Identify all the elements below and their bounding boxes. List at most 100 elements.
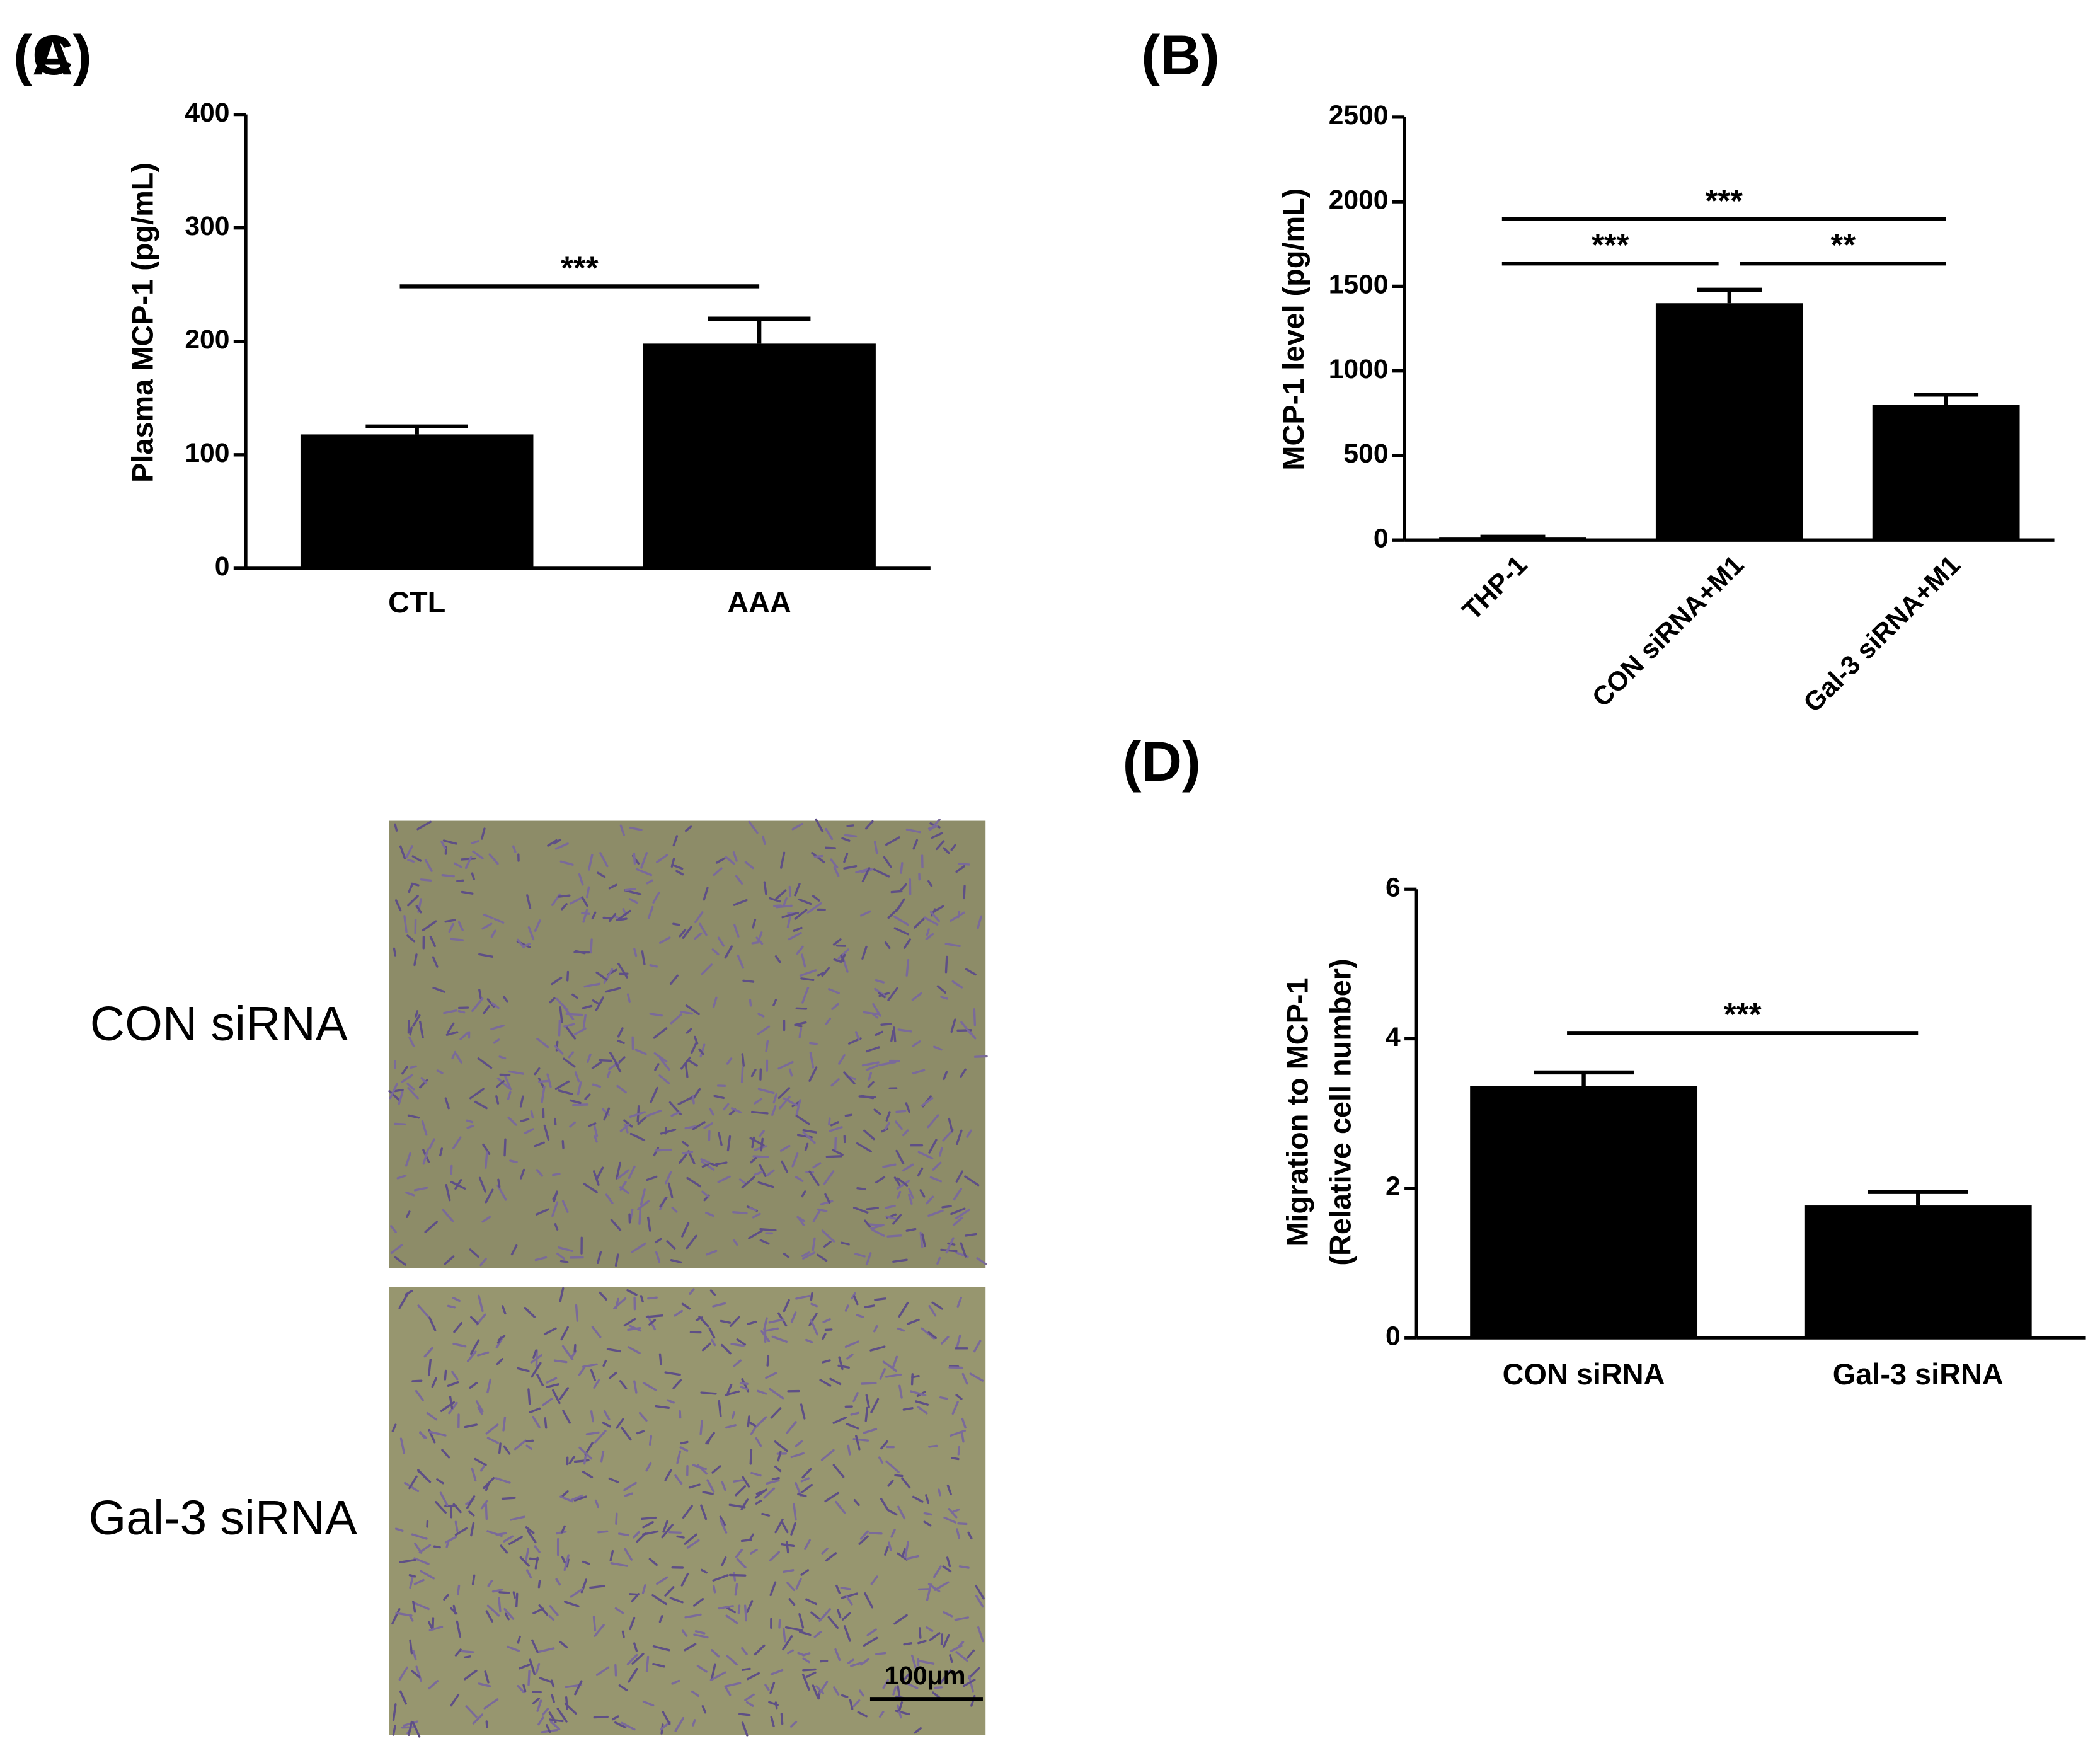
cell — [684, 1125, 696, 1130]
cell — [832, 1416, 847, 1424]
cell — [885, 1460, 900, 1473]
cell — [674, 1716, 685, 1732]
cell — [866, 1207, 879, 1210]
cell — [563, 1057, 576, 1068]
cell — [543, 1327, 557, 1336]
cell — [656, 1576, 668, 1585]
cell — [498, 1055, 507, 1060]
cell — [676, 1535, 685, 1539]
cell — [602, 1359, 607, 1367]
cell — [482, 1143, 491, 1155]
cell — [556, 997, 569, 1011]
cell — [534, 1545, 541, 1553]
cell — [952, 1508, 960, 1513]
cell — [674, 1309, 684, 1317]
cell — [917, 1167, 924, 1177]
cell — [852, 1699, 861, 1708]
cell — [897, 1552, 908, 1561]
cell — [865, 1064, 879, 1071]
cell — [629, 826, 643, 831]
cell — [825, 1552, 837, 1562]
cell — [548, 1614, 555, 1621]
cell — [795, 1115, 810, 1125]
cell — [429, 935, 437, 948]
cell — [962, 1679, 976, 1687]
cell — [667, 1182, 674, 1198]
cell — [864, 1304, 875, 1309]
y-tick-label: 500 — [1343, 439, 1388, 469]
cell — [943, 1634, 950, 1648]
cell — [583, 1454, 587, 1465]
cell — [432, 986, 445, 993]
cell — [471, 872, 475, 880]
cell — [595, 996, 604, 1011]
cell — [651, 1594, 667, 1606]
cell — [417, 1304, 430, 1318]
cell — [538, 1647, 555, 1653]
cell — [737, 954, 745, 969]
cell — [903, 938, 912, 949]
cell — [800, 977, 815, 982]
cell — [399, 845, 406, 860]
cell — [706, 1479, 715, 1493]
cell — [975, 1585, 985, 1600]
cell — [875, 1030, 883, 1037]
cell — [874, 1297, 886, 1301]
cell — [555, 1578, 561, 1586]
cell — [733, 924, 740, 938]
cell — [780, 851, 786, 869]
cell — [725, 1424, 737, 1429]
cell — [406, 1210, 411, 1218]
cell — [763, 1487, 776, 1499]
cell — [711, 1465, 721, 1474]
cell — [800, 1569, 810, 1576]
cell — [538, 1604, 549, 1616]
cell — [512, 1591, 516, 1599]
cell — [783, 1569, 795, 1573]
cell — [892, 1258, 908, 1263]
cell — [432, 956, 439, 968]
cell — [686, 1539, 700, 1549]
cell — [561, 1490, 569, 1497]
cell — [409, 1639, 413, 1655]
cell — [969, 1372, 984, 1382]
cell — [861, 1382, 877, 1385]
bar — [1804, 1205, 2032, 1338]
cell — [692, 1121, 706, 1130]
cell — [441, 1449, 450, 1459]
cell — [923, 916, 939, 926]
cell — [456, 1584, 461, 1595]
cell — [553, 1359, 568, 1364]
cell — [936, 1256, 941, 1265]
cell — [709, 1671, 726, 1682]
cell — [975, 1595, 984, 1608]
cell — [878, 1711, 885, 1718]
cell — [863, 1428, 878, 1434]
cell — [829, 1377, 842, 1386]
cell — [486, 1604, 500, 1617]
cell — [428, 1680, 439, 1690]
cell — [597, 871, 606, 878]
cell — [461, 1650, 474, 1653]
cell — [443, 1594, 449, 1601]
cell — [865, 1046, 880, 1053]
cell — [955, 865, 966, 873]
cell — [810, 1302, 818, 1308]
cell — [466, 1495, 476, 1509]
cell — [941, 1335, 950, 1345]
cell — [741, 1053, 745, 1067]
cell — [912, 1495, 924, 1503]
cell — [608, 1477, 619, 1483]
cell — [838, 1054, 846, 1065]
cell — [774, 1440, 788, 1452]
cell — [647, 1296, 658, 1300]
cell — [692, 1095, 695, 1105]
cell — [752, 1212, 761, 1219]
cell — [780, 1713, 784, 1725]
cell — [659, 1057, 670, 1071]
cell — [624, 1124, 629, 1134]
cell — [834, 1136, 837, 1151]
cell — [917, 1151, 934, 1159]
cell — [409, 1614, 414, 1622]
